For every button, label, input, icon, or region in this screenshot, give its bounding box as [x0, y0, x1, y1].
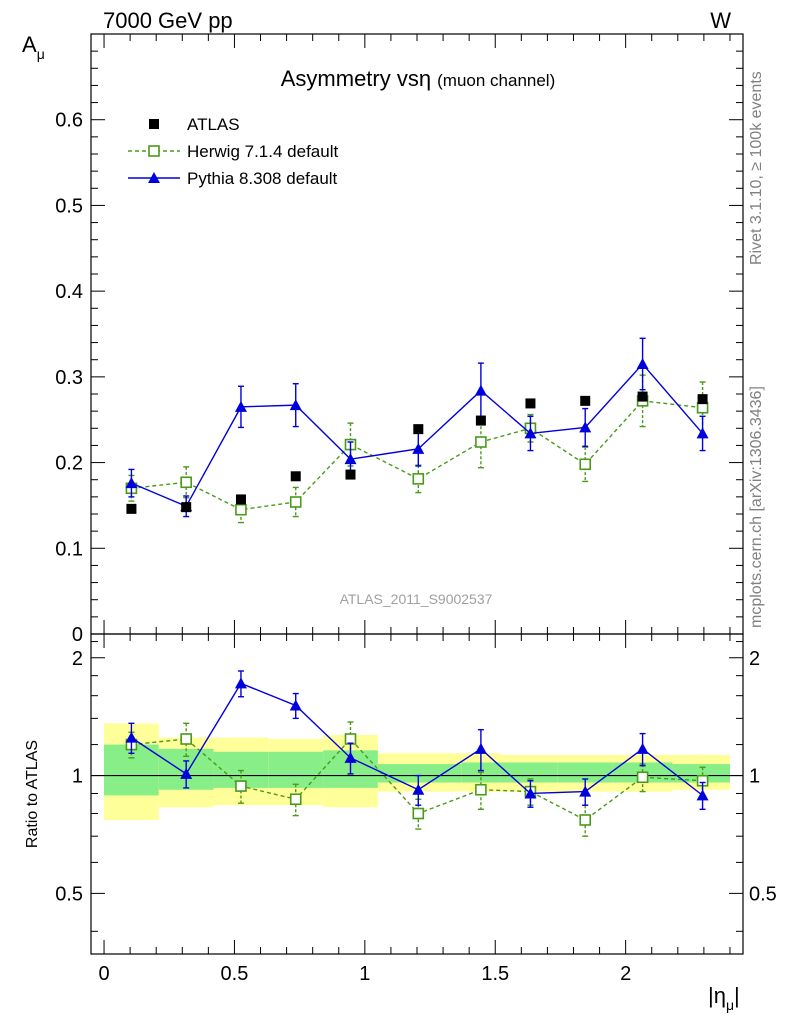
ratio-y-tick-label-right: 0.5: [749, 883, 777, 905]
stat-uncertainty-band: [377, 764, 462, 783]
main-pythia-marker: [412, 442, 425, 454]
ratio-pythia-marker: [344, 751, 357, 763]
stat-uncertainty-band: [500, 762, 558, 783]
ratio-y-tick-label: 1: [72, 766, 83, 788]
stat-uncertainty-band: [557, 762, 613, 783]
ratio-herwig-marker: [579, 814, 592, 826]
main-pythia-marker: [524, 427, 537, 439]
main-pythia-marker: [234, 400, 247, 412]
ratio-pythia-marker: [474, 742, 487, 754]
main-pythia-marker: [579, 421, 592, 433]
main-atlas-marker: [580, 395, 591, 406]
ratio-herwig-marker: [235, 780, 247, 792]
ratio-pythia-marker: [579, 785, 592, 797]
main-y-tick-label: 0.3: [55, 367, 83, 389]
x-tick-label: 2: [620, 963, 631, 985]
rivet-info: Rivet 3.1.10, ≥ 100k events: [748, 71, 765, 265]
beam-label: 7000 GeV pp: [103, 8, 233, 33]
plot-title: Asymmetry vsη (muon channel): [281, 66, 556, 91]
main-pythia-marker: [696, 427, 709, 439]
plot-title-main: Asymmetry vs: [281, 66, 419, 91]
plot-subtitle: (muon channel): [437, 71, 555, 90]
legend-atlas-marker: [149, 119, 159, 129]
plot-axes: 0 0.1 0.2 0.3 0.4 0.5 0.6 0 0.5 1 1.5 2 0.5 0.5 1 1 2 2: [55, 33, 777, 985]
main-atlas-marker: [637, 391, 648, 402]
main-herwig-marker: [475, 436, 487, 448]
legend-herwig-label: Herwig 7.1.4 default: [187, 142, 338, 161]
analysis-id: ATLAS_2011_S9002537: [340, 591, 493, 607]
legend-pythia-label: Pythia 8.308 default: [187, 169, 338, 188]
ratio-herwig-marker: [636, 771, 649, 784]
main-atlas-marker: [126, 503, 137, 514]
ratio-pythia-marker: [125, 731, 138, 743]
main-pythia-line: [131, 362, 704, 508]
ratio-panel-series: [125, 670, 709, 837]
main-atlas-marker: [235, 494, 246, 505]
legend-pythia-marker: [148, 172, 160, 183]
ratio-y-tick-label-right: 2: [749, 648, 760, 670]
x-tick-label: 1: [359, 963, 370, 985]
ratio-herwig-marker: [475, 783, 487, 796]
ratio-pythia-marker: [524, 787, 537, 799]
ratio-pythia-marker: [636, 742, 649, 754]
x-tick-label: 0.5: [221, 963, 249, 985]
main-atlas-marker: [475, 415, 486, 426]
plot-title-symbol: η: [419, 66, 431, 91]
ratio-y-tick-label: 0.5: [55, 883, 83, 905]
ratio-y-tick-label: 2: [72, 648, 83, 670]
main-herwig-marker: [235, 503, 247, 516]
x-axis-label: |ημ|: [708, 983, 740, 1013]
legend-atlas-label: ATLAS: [187, 115, 240, 134]
main-atlas-marker: [525, 398, 536, 409]
ratio-herwig-marker: [289, 793, 302, 806]
main-pythia-marker: [636, 358, 649, 369]
main-y-tick-label: 0.6: [55, 110, 83, 132]
main-pythia-marker: [344, 453, 357, 465]
stat-uncertainty-band: [672, 764, 730, 783]
main-pythia-marker: [474, 384, 487, 396]
main-pythia-marker: [125, 477, 138, 489]
main-herwig-line: [131, 400, 703, 511]
main-y-tick-label: 0.2: [55, 453, 83, 475]
main-atlas-marker: [290, 471, 301, 482]
ratio-y-tick-label-right: 1: [749, 766, 760, 788]
main-herwig-marker: [180, 476, 192, 489]
main-atlas-marker: [345, 469, 356, 480]
main-herwig-marker: [696, 401, 709, 414]
main-y-tick-label: 0.5: [55, 195, 83, 217]
ratio-pythia-marker: [180, 767, 193, 779]
main-herwig-marker: [412, 473, 425, 485]
ratio-pythia-marker: [234, 677, 247, 689]
x-tick-label: 0: [98, 963, 109, 985]
main-panel-series: [125, 337, 709, 524]
legend: ATLAS Herwig 7.1.4 default Pythia 8.308 de…: [128, 115, 338, 188]
main-atlas-marker: [413, 424, 424, 435]
stat-uncertainty-band: [268, 751, 324, 788]
main-y-tick-label: 0: [72, 624, 83, 646]
ratio-herwig-marker: [412, 807, 425, 820]
main-y-tick-label: 0.1: [55, 538, 83, 560]
main-herwig-marker: [579, 458, 592, 471]
mcplots-info: mcplots.cern.ch [arXiv:1306.3436]: [748, 386, 765, 628]
ratio-y-axis-label: Ratio to ATLAS: [24, 740, 41, 848]
ratio-pythia-marker: [696, 789, 709, 801]
main-pythia-marker: [289, 399, 302, 411]
main-herwig-marker: [289, 496, 302, 508]
main-atlas-marker: [697, 394, 708, 405]
legend-herwig-marker: [148, 145, 160, 157]
ratio-herwig-marker: [180, 733, 192, 745]
ratio-pythia-marker: [289, 699, 302, 711]
main-y-axis-label: Aμ: [22, 32, 45, 62]
main-atlas-marker: [181, 502, 192, 513]
ratio-pythia-marker: [412, 783, 425, 795]
main-y-tick-label: 0.4: [55, 281, 83, 303]
x-tick-label: 1.5: [481, 963, 509, 985]
process-label: W: [710, 8, 731, 33]
